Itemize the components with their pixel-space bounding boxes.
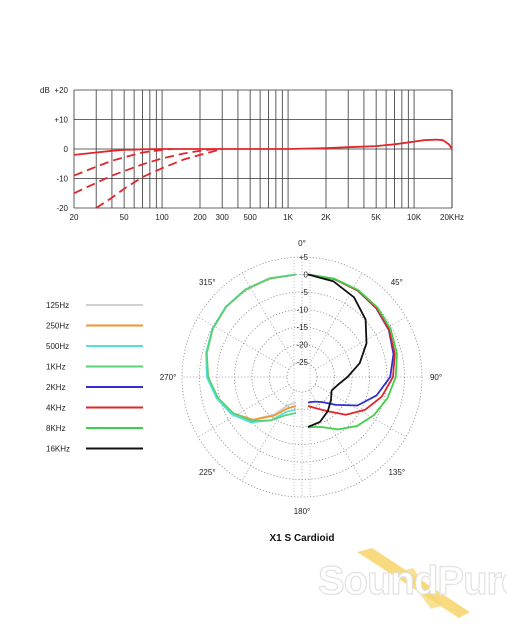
x-tick-label: 2K (321, 213, 331, 222)
response-curve-solid (73, 138, 453, 156)
polar-grid-circle (216, 291, 388, 463)
x-tick-label: 10K (407, 213, 422, 222)
response-curve-dashed (73, 148, 173, 177)
polar-curve-16khz (307, 273, 368, 428)
legend-label-4khz: 4KHz (46, 404, 66, 413)
angle-label: 135° (388, 468, 405, 477)
response-curve-dashed (95, 148, 223, 209)
radial-tick-label: -15 (296, 323, 308, 332)
polar-grid-circle (234, 309, 370, 445)
angle-label: 180° (294, 507, 311, 516)
radial-tick-label: 0 (304, 271, 309, 280)
radial-tick-label: -25 (296, 358, 308, 367)
x-tick-label: 5K (371, 213, 381, 222)
frequency-response-chart: +20 +10 0 -10 -20 dB 20 50 100 200 300 500 1K 2K 5K 10K… (40, 86, 464, 222)
polar-chart-title: X1 S Cardioid (269, 533, 334, 544)
y-tick-label: -20 (56, 204, 68, 213)
polar-legend: 125Hz 250Hz 500Hz 1KHz 2KHz 4KHz 8KHz 16KHz (46, 301, 143, 454)
legend-label-500hz: 500Hz (46, 342, 69, 351)
y-tick-label: 0 (64, 145, 69, 154)
angle-label: 90° (430, 373, 442, 382)
x-tick-label: 500 (243, 213, 257, 222)
soundpure-logo: SoundPure (317, 548, 507, 618)
radial-tick-label: -20 (296, 341, 308, 350)
x-tick-label: 20KHz (440, 213, 464, 222)
legend-label-8khz: 8KHz (46, 424, 66, 433)
angle-label: 270° (160, 373, 177, 382)
x-tick-label: 300 (216, 213, 230, 222)
x-tick-label: 1K (283, 213, 293, 222)
angle-label: 0° (298, 239, 306, 248)
polar-grid-spoke (314, 316, 407, 370)
x-tick-label: 100 (155, 213, 169, 222)
y-tick-label: -10 (56, 175, 68, 184)
legend-label-125hz: 125Hz (46, 301, 69, 310)
y-unit-label: dB (40, 86, 50, 95)
polar-curve-125hz (205, 273, 297, 421)
svg-text:SoundPure: SoundPure (318, 559, 507, 603)
polar-grid-circle (181, 256, 423, 498)
polar-curve-1khz (205, 273, 297, 422)
response-curve-dashed (73, 148, 223, 195)
radial-tick-label: +5 (299, 253, 309, 262)
y-tick-label: +20 (54, 86, 68, 95)
radial-tick-label: -10 (296, 306, 308, 315)
legend-label-1khz: 1KHz (46, 363, 66, 372)
x-tick-label: 20 (70, 213, 79, 222)
polar-grid-circle (269, 344, 335, 410)
polar-grid-circle (251, 326, 353, 428)
polar-grid-spoke (197, 384, 290, 438)
legend-label-250hz: 250Hz (46, 322, 69, 331)
y-tick-label: +10 (54, 116, 68, 125)
polar-grid-spoke (241, 389, 295, 482)
angle-label: 45° (391, 278, 403, 287)
angle-label: 315° (199, 278, 216, 287)
angle-label: 225° (199, 468, 216, 477)
legend-label-2khz: 2KHz (46, 383, 66, 392)
polar-pattern-chart: +5 0 -5 -10 -15 -20 -25 0° 45° 90° 135° 180° 225° 270… (160, 239, 442, 516)
x-tick-label: 200 (193, 213, 207, 222)
polar-curve-8khz (307, 273, 398, 431)
legend-label-16khz: 16KHz (46, 445, 70, 454)
polar-grid-spoke (309, 389, 363, 482)
radial-tick-label: -5 (301, 288, 309, 297)
polar-curve-250hz (205, 273, 297, 421)
polar-grid-spoke (314, 384, 407, 438)
x-tick-label: 50 (120, 213, 129, 222)
